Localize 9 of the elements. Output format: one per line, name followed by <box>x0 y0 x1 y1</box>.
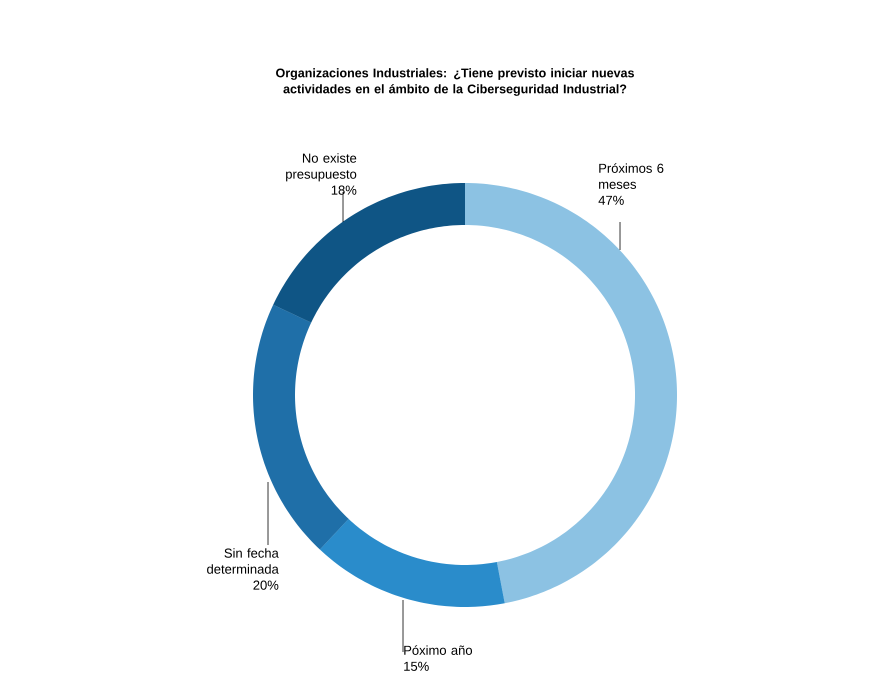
chart-title: Organizaciones Industriales: ¿Tiene previsto iniciar nuevas actividades en el ámbito de la Ciberseguridad Industrial? <box>276 68 634 96</box>
slice-label: Póximo año <box>404 645 472 655</box>
data-label: 18% <box>332 186 356 195</box>
slice-label: No existe presupuesto <box>286 153 356 182</box>
data-label: 20% <box>253 580 278 590</box>
slice-label: Próximos 6 meses <box>599 163 664 189</box>
data-label: 47% <box>598 196 624 205</box>
slice-label: Sin fecha determinada <box>207 548 279 574</box>
data-label: 15% <box>404 662 429 671</box>
